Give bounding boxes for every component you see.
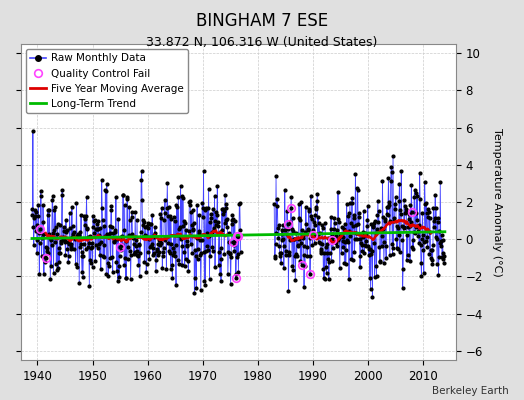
Text: BINGHAM 7 ESE: BINGHAM 7 ESE <box>196 12 328 30</box>
Text: Berkeley Earth: Berkeley Earth <box>432 386 508 396</box>
Y-axis label: Temperature Anomaly (°C): Temperature Anomaly (°C) <box>493 128 503 276</box>
Text: 33.872 N, 106.316 W (United States): 33.872 N, 106.316 W (United States) <box>146 36 378 49</box>
Legend: Raw Monthly Data, Quality Control Fail, Five Year Moving Average, Long-Term Tren: Raw Monthly Data, Quality Control Fail, … <box>26 49 188 113</box>
